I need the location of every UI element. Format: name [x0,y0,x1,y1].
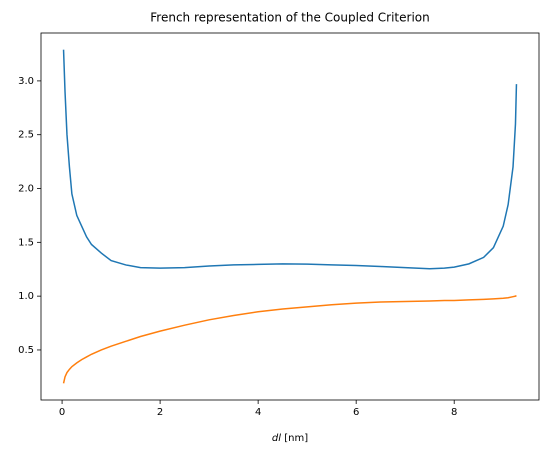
y-tick-label: 0.5 [18,345,34,356]
y-tick-label: 1.0 [18,291,34,302]
y-tick-label: 2.5 [18,130,34,141]
x-axis-label: dl [nm] [272,433,308,444]
x-tick-label: 6 [353,407,359,418]
data-line [62,294,517,384]
y-tick-label: 2.0 [18,184,34,195]
chart-title: French representation of the Coupled Cri… [150,11,429,25]
data-line [62,49,518,270]
x-tick-label: 8 [451,407,457,418]
y-tick-label: 3.0 [18,76,34,87]
x-tick-label: 2 [157,407,163,418]
x-tick-label: 4 [255,407,261,418]
x-tick-label: 0 [59,407,65,418]
plot-frame [40,32,540,401]
y-tick-label: 1.5 [18,237,34,248]
x-axis-variable: dl [272,433,281,444]
x-axis-unit: [nm] [284,433,308,444]
